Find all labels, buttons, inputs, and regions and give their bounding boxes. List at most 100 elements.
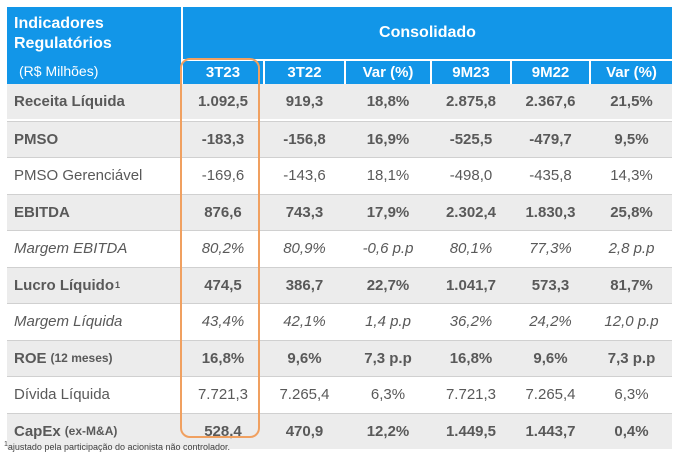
column-header-4: 9M23	[432, 61, 510, 84]
row-label-qualifier: (12 meses)	[50, 351, 113, 365]
row-label-text: PMSO Gerenciável	[14, 167, 143, 184]
table-cell: 81,7%	[610, 276, 653, 294]
table-cell: 7.265,4	[525, 386, 576, 403]
table-cell: 36,2%	[449, 313, 493, 330]
row-label-text: Margem Líquida	[14, 313, 123, 330]
table-cell: 386,7	[285, 276, 324, 294]
column-header-5: 9M22	[512, 61, 589, 84]
table-cell: 16,8%	[449, 349, 493, 367]
table-cell: 80,9%	[283, 240, 326, 257]
row-label: EBITDA	[7, 195, 183, 230]
table-cell: 2.367,6	[525, 93, 576, 110]
table-row: PMSO -183,3 -156,8 16,9% -525,5 -479,7 9,5%	[7, 120, 672, 157]
table-row: ROE (12 meses) 16,8% 9,6% 7,3 p.p 16,8% 9,6% 7,…	[7, 339, 672, 376]
table-cell: 43,4%	[201, 313, 245, 330]
table-cell: 2.875,8	[445, 93, 497, 110]
table-row: PMSO Gerenciável -169,6 -143,6 18,1% -498,0 -…	[7, 157, 672, 193]
row-label: Margem Líquida	[7, 304, 183, 339]
unit-label: (R$ Milhões)	[19, 63, 99, 79]
table-cell: -479,7	[529, 130, 572, 148]
column-header-6: Var (%)	[591, 61, 672, 84]
footnote: 1ajustado pela participação do acionista…	[4, 441, 230, 452]
row-label: ROE (12 meses)	[7, 341, 183, 376]
table-row: Margem EBITDA 80,2% 80,9% -0,6 p.p 80,1% 77,3…	[7, 230, 672, 266]
table-cell: 919,3	[285, 93, 324, 110]
row-label: Dívida Líquida	[7, 377, 183, 412]
table-cell: 17,9%	[366, 203, 410, 221]
table-cell: 7.265,4	[279, 386, 330, 403]
table-cell: 743,3	[285, 203, 324, 221]
table-cell: -498,0	[449, 167, 493, 184]
row-label-footnote-marker: 1	[114, 280, 120, 290]
row-label-text: Margem EBITDA	[14, 240, 128, 257]
table-cell: 9,6%	[287, 349, 322, 367]
table-cell: 24,2%	[529, 313, 572, 330]
footnote-marker: 1	[4, 441, 8, 448]
table-row: EBITDA 876,6 743,3 17,9% 2.302,4 1.830,3 25,8%	[7, 193, 672, 230]
table-cell: 7,3 p.p	[364, 349, 412, 367]
table-cell: -156,8	[283, 130, 326, 148]
table-cell: 18,1%	[366, 167, 410, 184]
row-label: Receita Líquida	[7, 84, 183, 119]
table-cell: 1.092,5	[197, 93, 249, 110]
table-cell: 77,3%	[529, 240, 572, 257]
table-title-cell: Indicadores Regulatórios (R$ Milhões)	[7, 7, 181, 84]
row-label-text: Receita Líquida	[14, 93, 125, 110]
footnote-text: ajustado pela participação do acionista …	[7, 442, 231, 452]
row-label-text: EBITDA	[14, 203, 70, 221]
table-cell: 16,9%	[366, 130, 410, 148]
table-cell: -435,8	[529, 167, 572, 184]
row-label: PMSO	[7, 122, 183, 157]
table-cell: 2.302,4	[445, 203, 497, 221]
table-cell: 528,4	[204, 422, 242, 440]
table-cell: 12,0 p.p	[604, 313, 659, 330]
table-cell: 80,2%	[201, 240, 245, 257]
row-label: CapEx (ex-M&A)	[7, 414, 183, 449]
table-cell: 1,4 p.p	[365, 313, 411, 330]
table-row: Dívida Líquida 7.721,3 7.265,4 6,3% 7.721,3 7…	[7, 376, 672, 412]
table-cell: 7.721,3	[197, 386, 249, 403]
table-cell: 7.721,3	[445, 386, 497, 403]
table-cell: 80,1%	[449, 240, 493, 257]
column-header-2: 3T22	[265, 61, 344, 84]
table-cell: 573,3	[531, 276, 570, 294]
row-label-qualifier: (ex-M&A)	[64, 424, 118, 438]
table-cell: -0,6 p.p	[362, 240, 414, 257]
row-label-text: Dívida Líquida	[14, 386, 110, 403]
table-cell: 25,8%	[610, 203, 653, 221]
row-label-text: Lucro Líquido	[14, 276, 114, 294]
table-cell: 6,3%	[370, 386, 406, 403]
table-cell: 42,1%	[283, 313, 326, 330]
row-label-text: ROE	[14, 349, 47, 367]
table-row: Receita Líquida 1.092,5 919,3 18,8% 2.875,8 2…	[7, 84, 672, 119]
column-header-3: Var (%)	[346, 61, 430, 84]
row-label: Lucro Líquido 1	[7, 268, 183, 303]
table-cell: 1.041,7	[445, 276, 497, 294]
table-cell: 14,3%	[610, 167, 653, 184]
group-header: Consolidado	[183, 7, 672, 59]
table-cell: 2,8 p.p	[608, 240, 655, 257]
table-cell: 470,9	[285, 422, 324, 440]
table-cell: 0,4%	[614, 422, 649, 440]
table-row: CapEx (ex-M&A) 528,4 470,9 12,2% 1.449,5 1.443…	[7, 412, 672, 449]
table-cell: 9,5%	[614, 130, 649, 148]
table-cell: 474,5	[204, 276, 242, 294]
table-cell: 1.830,3	[525, 203, 576, 221]
table-row: Lucro Líquido 1 474,5 386,7 22,7% 1.041,7 573,…	[7, 266, 672, 303]
table-cell: -183,3	[201, 130, 245, 148]
table-cell: -525,5	[449, 130, 493, 148]
table-cell: 876,6	[204, 203, 242, 221]
table-cell: 9,6%	[533, 349, 568, 367]
row-label: PMSO Gerenciável	[7, 158, 183, 193]
row-label-text: CapEx	[14, 422, 61, 440]
table-cell: 1.449,5	[445, 422, 497, 440]
column-header-1: 3T23	[183, 61, 263, 84]
table-cell: 7,3 p.p	[607, 349, 656, 367]
table-row: Margem Líquida 43,4% 42,1% 1,4 p.p 36,2% 24,2…	[7, 303, 672, 339]
table-cell: 12,2%	[366, 422, 410, 440]
table-cell: 21,5%	[610, 93, 653, 110]
row-label-text: PMSO	[14, 130, 59, 148]
table-cell: 22,7%	[366, 276, 410, 294]
table-cell: -169,6	[201, 167, 245, 184]
table-title-line1: Indicadores	[14, 15, 104, 32]
